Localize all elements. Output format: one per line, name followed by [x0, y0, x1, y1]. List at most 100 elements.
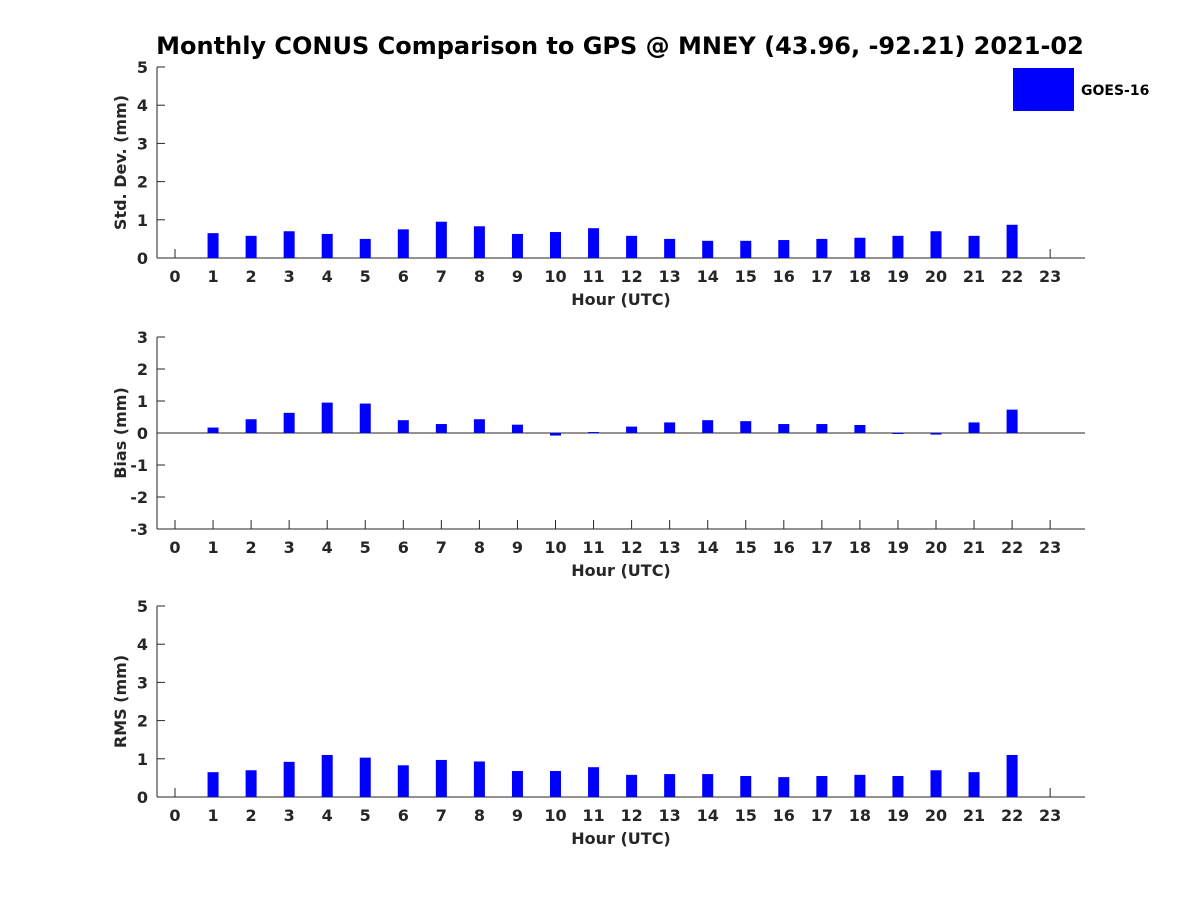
- x-tick-label: 4: [322, 806, 333, 825]
- bar-hour-22: [1006, 224, 1018, 258]
- x-tick-label: 7: [436, 538, 447, 557]
- x-tick-label: 21: [963, 267, 985, 286]
- bar-hour-19: [892, 235, 904, 258]
- x-tick-label: 5: [360, 267, 371, 286]
- x-tick-label: 18: [849, 806, 871, 825]
- bar-hour-9: [511, 771, 523, 797]
- x-axis-label: Hour (UTC): [571, 829, 671, 848]
- x-tick-label: 14: [697, 806, 719, 825]
- bar-hour-16: [778, 424, 790, 433]
- bar-hour-20: [930, 231, 942, 258]
- bar-hour-1: [207, 233, 219, 258]
- x-tick-label: 19: [887, 806, 909, 825]
- bar-hour-8: [473, 226, 485, 258]
- bar-hour-11: [588, 767, 600, 797]
- bar-hour-12: [626, 774, 638, 797]
- bar-hour-18: [854, 774, 866, 797]
- x-tick-label: 18: [849, 538, 871, 557]
- x-tick-label: 3: [284, 267, 295, 286]
- y-tick-label: 1: [137, 211, 148, 230]
- y-tick-label: 2: [137, 360, 148, 379]
- x-tick-label: 21: [963, 806, 985, 825]
- y-tick-label: 2: [137, 712, 148, 731]
- bar-hour-3: [283, 761, 295, 797]
- x-tick-label: 3: [284, 538, 295, 557]
- x-tick-label: 16: [773, 806, 795, 825]
- x-tick-label: 12: [620, 267, 642, 286]
- legend-label: GOES-16: [1081, 83, 1149, 99]
- bar-hour-7: [435, 424, 447, 433]
- bar-hour-10: [550, 771, 561, 797]
- x-tick-label: 13: [659, 538, 681, 557]
- y-tick-label: 2: [137, 173, 148, 192]
- chart-title: Monthly CONUS Comparison to GPS @ MNEY (…: [156, 32, 1084, 60]
- bar-hour-13: [664, 774, 676, 797]
- x-tick-label: 1: [207, 806, 218, 825]
- y-axis-label: Std. Dev. (mm): [111, 95, 130, 230]
- x-tick-label: 6: [398, 806, 409, 825]
- x-tick-label: 9: [512, 538, 523, 557]
- x-tick-label: 9: [512, 267, 523, 286]
- x-tick-label: 12: [620, 538, 642, 557]
- x-tick-label: 2: [246, 538, 257, 557]
- bar-hour-2: [245, 419, 257, 433]
- x-tick-label: 9: [512, 806, 523, 825]
- x-tick-label: 1: [207, 267, 218, 286]
- y-tick-label: 0: [137, 788, 148, 807]
- bar-hour-20: [930, 770, 942, 797]
- bar-hour-6: [397, 420, 409, 433]
- bar-hour-4: [321, 402, 333, 433]
- y-tick-label: 5: [137, 58, 148, 77]
- x-tick-label: 8: [474, 538, 485, 557]
- y-tick-label: -2: [130, 488, 148, 507]
- x-tick-label: 20: [925, 538, 947, 557]
- x-tick-label: 8: [474, 267, 485, 286]
- x-tick-label: 0: [169, 538, 180, 557]
- bar-hour-11: [588, 432, 600, 434]
- bar-hour-17: [816, 238, 828, 258]
- bar-hour-2: [245, 770, 257, 797]
- x-tick-label: 16: [773, 538, 795, 557]
- y-tick-label: 5: [137, 597, 148, 616]
- x-tick-label: 15: [735, 538, 757, 557]
- y-tick-label: 3: [137, 328, 148, 347]
- bar-hour-15: [740, 240, 752, 258]
- y-tick-label: -3: [130, 520, 148, 539]
- bar-hour-4: [321, 233, 333, 258]
- y-tick-label: 1: [137, 750, 148, 769]
- bar-hour-15: [740, 775, 752, 797]
- x-tick-label: 0: [169, 267, 180, 286]
- x-tick-label: 13: [659, 806, 681, 825]
- y-tick-label: 0: [137, 249, 148, 268]
- bar-hour-10: [550, 433, 561, 436]
- bar-hour-15: [740, 421, 752, 433]
- x-tick-label: 5: [360, 538, 371, 557]
- bar-hour-22: [1006, 409, 1018, 433]
- x-tick-label: 19: [887, 267, 909, 286]
- x-tick-label: 21: [963, 538, 985, 557]
- bar-hour-12: [626, 426, 638, 433]
- x-tick-label: 19: [887, 538, 909, 557]
- y-tick-label: 0: [137, 424, 148, 443]
- bar-hour-8: [473, 419, 485, 433]
- bar-hour-3: [283, 412, 295, 433]
- y-tick-label: 4: [137, 635, 148, 654]
- bar-hour-3: [283, 231, 295, 258]
- bar-hour-17: [816, 424, 828, 433]
- y-tick-label: -1: [130, 456, 148, 475]
- bar-hour-2: [245, 235, 257, 258]
- bar-hour-6: [397, 229, 409, 258]
- bar-hour-21: [968, 235, 980, 258]
- x-tick-label: 23: [1039, 267, 1061, 286]
- bar-hour-7: [435, 221, 447, 258]
- bar-hour-19: [892, 433, 904, 434]
- bar-hour-12: [626, 235, 638, 258]
- x-tick-label: 22: [1001, 538, 1023, 557]
- y-tick-label: 3: [137, 134, 148, 153]
- x-tick-label: 17: [811, 806, 833, 825]
- x-tick-label: 12: [620, 806, 642, 825]
- x-tick-label: 8: [474, 806, 485, 825]
- x-tick-label: 22: [1001, 806, 1023, 825]
